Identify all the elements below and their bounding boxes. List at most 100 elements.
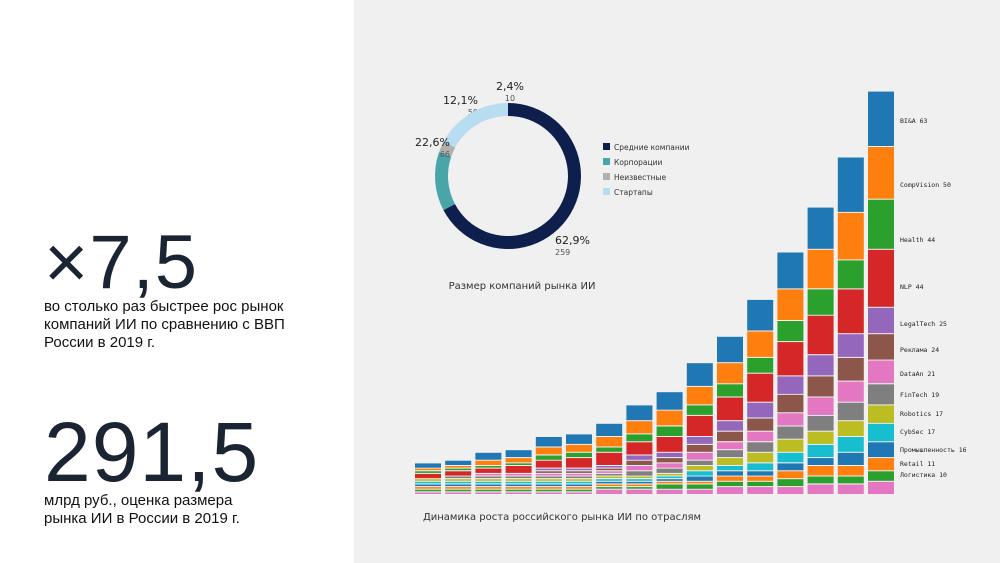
bar-segment-промышленность [747,476,774,481]
slice-percent-label: 22,6% [415,136,450,149]
bar-chart-title: Динамика роста российского рынка ИИ по о… [423,512,701,523]
series-label: Реклама 24 [900,346,939,354]
bar-segment-robotics [566,481,592,484]
series-label: Health 44 [900,236,935,244]
bar-segment-bi-a-top [596,423,623,436]
bar-segment-robotics [535,481,562,484]
bar-segment-bi-a-top [566,434,592,444]
bar-segment-логистика [535,492,562,494]
stat-growth-caption-line: России в 2019 г. [44,334,156,351]
bar-segment-fintech [656,473,683,476]
bar-segment-логистика [837,484,864,494]
bar-segment-bi-a-top [535,437,562,447]
bar-segment-dataan [717,450,743,458]
bar-segment-bi-a [626,421,653,434]
bar-segment-legaltech [747,418,774,431]
bar-segment-dataan [686,460,713,465]
series-label: CompVision 50 [900,181,951,189]
bar-segment-bi-a [686,386,713,405]
bar-segment-health [656,437,683,452]
bar-segment-legaltech [837,357,864,381]
bar-segment-retail [475,489,502,492]
series-label: Retail 11 [900,460,935,468]
bar-segment-compvision [656,426,683,436]
bar-segment-robotics [505,481,532,484]
bar-segment-fintech [747,452,774,463]
bar-segment-cybsec [686,476,713,481]
legend-swatch [603,143,610,150]
bar-segment-промышленность [445,487,472,489]
bar-segment-robotics [807,444,834,458]
bar-segment-nlp [807,355,834,376]
bar-segment-bi-a-top [686,363,713,386]
bar-segment-bi-a-top [807,207,834,249]
bar-segment-bi-a [747,331,774,357]
bar-segment-реклама [596,471,623,473]
bar-segment-bi-a [656,410,683,426]
bar-segment-legaltech [566,471,592,473]
bar-segment-промышленность [717,476,743,481]
bar-segment-robotics [475,481,502,484]
bar-segment-compvision [807,289,834,315]
bar-segment-bi-a [415,468,441,471]
bar-segment-реклама [837,381,864,402]
donut-title: Размер компаний рынка ИИ [449,281,596,292]
bar-segment-nlp [566,468,592,471]
bar-segment-retail [747,481,774,487]
bar-segment-cybsec [717,471,743,476]
bar-segment-compvision [445,468,472,471]
bar-segment-cybsec [445,484,472,487]
bar-segment-промышленность [686,481,713,484]
bar-segment-legaltech [626,460,653,465]
bar-segment-реклама [868,360,894,384]
bar-segment-legaltech [535,471,562,473]
bar-segment-fintech [777,439,804,452]
bar-segment-retail [807,476,834,484]
bar-segment-dataan [596,473,623,476]
bar-segment-robotics [596,479,623,481]
bar-segment-реклама [807,397,834,415]
bar-segment-bi-a-top [505,450,532,458]
bar-segment-cybsec [656,479,683,481]
bar-segment-bi-a-top [837,157,864,212]
bar-segment-bi-a [445,466,472,468]
bar-segment-cybsec [505,484,532,487]
bar-segment-health [626,442,653,455]
bar-segment-nlp [717,421,743,431]
stat-market-caption-line: рынка ИИ в России в 2019 г. [44,510,240,527]
bar-segment-fintech [566,479,592,481]
donut-slice-1 [435,152,455,211]
bar-segment-compvision [535,455,562,460]
bar-segment-промышленность [566,487,592,489]
bar-segment-bi-a-top [777,252,804,289]
bar-segment-bi-a-top [475,452,502,460]
series-label: DataAn 21 [900,370,935,378]
bar-segment-health [807,315,834,355]
bar-segment-cybsec [566,484,592,487]
stat-growth-caption-line: компаний ИИ по сравнению с ВВП [44,316,285,333]
bar-segment-fintech [415,479,441,481]
bar-segment-логистика [475,492,502,494]
bar-segment-nlp [596,466,623,468]
bar-segment-nlp [626,455,653,460]
bar-segment-retail [566,489,592,492]
bar-segment-health [717,397,743,421]
bar-segment-логистика [566,492,592,494]
bar-segment-dataan [505,476,532,479]
bar-segment-dataan [747,442,774,452]
bar-segment-legaltech [717,431,743,442]
bar-segment-cybsec [596,481,623,484]
legend-label: Неизвестные [614,173,666,182]
bar-segment-fintech [505,479,532,481]
bar-segment-health [566,458,592,468]
bar-segment-промышленность [807,466,834,476]
bar-segment-cybsec [777,463,804,471]
bar-segment-bi-a-top [656,392,683,410]
series-label: FinTech 19 [900,391,939,399]
bar-segment-логистика [445,492,472,494]
bar-segment-промышленность [777,471,804,479]
bar-segment-реклама [717,442,743,450]
series-label: NLP 44 [900,283,924,291]
bar-segment-compvision [837,260,864,289]
